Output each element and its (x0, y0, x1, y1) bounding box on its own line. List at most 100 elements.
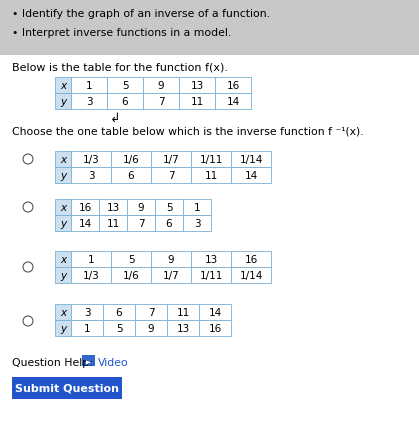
Bar (71, 152, 111, 168)
Text: 1/7: 1/7 (163, 155, 179, 165)
Text: • Identify the graph of an inverse of a function.: • Identify the graph of an inverse of a … (12, 9, 270, 19)
Bar (99, 215, 127, 231)
Text: 9: 9 (158, 81, 164, 91)
Text: 1: 1 (194, 202, 200, 212)
Text: 5: 5 (116, 323, 122, 333)
Text: 6: 6 (116, 307, 122, 317)
Bar (135, 320, 167, 336)
Bar (12, 377, 122, 399)
Text: • Interpret inverse functions in a model.: • Interpret inverse functions in a model… (12, 28, 231, 38)
Text: 13: 13 (190, 81, 204, 91)
Bar (179, 78, 215, 94)
Text: 14: 14 (244, 171, 258, 180)
Text: Video: Video (98, 357, 129, 367)
Bar (55, 200, 71, 215)
Bar (231, 152, 271, 168)
Text: 1/11: 1/11 (199, 155, 222, 165)
Text: Choose the one table below which is the inverse function f ⁻¹(x).: Choose the one table below which is the … (12, 127, 364, 137)
Bar (179, 94, 215, 110)
Bar (151, 267, 191, 283)
Bar (55, 267, 71, 283)
Text: 11: 11 (204, 171, 217, 180)
Bar (111, 152, 151, 168)
Bar (127, 215, 155, 231)
Text: 14: 14 (226, 97, 240, 107)
Text: 1/3: 1/3 (83, 155, 99, 165)
Bar (111, 267, 151, 283)
Bar (215, 78, 251, 94)
Bar (127, 200, 155, 215)
Bar (55, 94, 71, 110)
Text: x: x (60, 81, 66, 91)
Bar (135, 304, 167, 320)
Bar (231, 168, 271, 184)
Bar (71, 78, 107, 94)
Bar (143, 94, 179, 110)
Bar (151, 251, 191, 267)
Bar (0, 0, 419, 55)
Bar (82, 355, 95, 366)
Text: 11: 11 (176, 307, 190, 317)
Text: 1/14: 1/14 (239, 270, 263, 280)
Text: 9: 9 (138, 202, 144, 212)
Bar (231, 267, 271, 283)
Text: x: x (60, 202, 66, 212)
Text: 5: 5 (128, 254, 134, 265)
Bar (71, 200, 99, 215)
Text: 13: 13 (106, 202, 120, 212)
Text: 14: 14 (78, 219, 92, 229)
Bar (55, 152, 71, 168)
Text: Submit Question: Submit Question (15, 383, 119, 393)
Text: 5: 5 (166, 202, 172, 212)
Bar (71, 251, 111, 267)
Bar (183, 200, 211, 215)
Text: 1: 1 (84, 323, 91, 333)
Bar (191, 152, 231, 168)
Text: 3: 3 (86, 97, 92, 107)
Text: 1: 1 (86, 81, 92, 91)
Bar (155, 215, 183, 231)
Text: 16: 16 (208, 323, 222, 333)
Text: 1/6: 1/6 (123, 155, 140, 165)
Bar (151, 152, 191, 168)
Text: 13: 13 (176, 323, 190, 333)
Bar (191, 267, 231, 283)
Text: 7: 7 (147, 307, 154, 317)
Text: 3: 3 (84, 307, 91, 317)
Text: 6: 6 (128, 171, 134, 180)
Text: 7: 7 (138, 219, 144, 229)
Text: 1/6: 1/6 (123, 270, 140, 280)
Text: 14: 14 (208, 307, 222, 317)
Bar (111, 251, 151, 267)
Bar (111, 168, 151, 184)
Text: ↲: ↲ (110, 111, 121, 124)
Text: Below is the table for the function f(x).: Below is the table for the function f(x)… (12, 62, 228, 72)
Bar (199, 304, 231, 320)
Bar (71, 304, 103, 320)
Text: ▶: ▶ (86, 360, 91, 365)
Text: 1: 1 (88, 254, 94, 265)
Text: 16: 16 (78, 202, 92, 212)
Bar (107, 94, 143, 110)
Bar (215, 94, 251, 110)
Bar (99, 200, 127, 215)
Bar (183, 215, 211, 231)
Text: 9: 9 (147, 323, 154, 333)
Text: 7: 7 (158, 97, 164, 107)
Bar (103, 320, 135, 336)
Bar (167, 304, 199, 320)
Bar (143, 78, 179, 94)
Text: 6: 6 (166, 219, 172, 229)
Bar (107, 78, 143, 94)
Bar (71, 267, 111, 283)
Bar (55, 215, 71, 231)
Text: y: y (60, 97, 66, 107)
Text: x: x (60, 307, 66, 317)
Text: 16: 16 (244, 254, 258, 265)
Bar (71, 168, 111, 184)
Bar (155, 200, 183, 215)
Bar (231, 251, 271, 267)
Bar (55, 168, 71, 184)
Bar (191, 251, 231, 267)
Bar (199, 320, 231, 336)
